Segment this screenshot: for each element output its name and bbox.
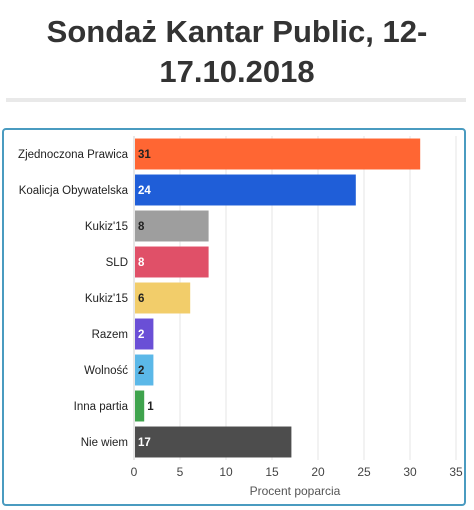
chart-title-line-2: 17.10.2018: [159, 54, 315, 89]
chart-title-line-1: Sondaż Kantar Public, 12-: [46, 14, 428, 49]
x-tick-label-10: 10: [219, 465, 233, 479]
x-axis-title: Procent poparcia: [250, 484, 341, 498]
x-tick-label-5: 5: [177, 465, 184, 479]
bar-chart: Zjednoczona Prawica 31 Koalicja Obywatelsk…: [18, 136, 463, 498]
data-label-5: 2: [138, 329, 144, 341]
category-label-1: Koalicja Obywatelska: [19, 185, 129, 197]
chart-title: Sondaż Kantar Public, 12- 17.10.2018: [0, 12, 474, 92]
data-label-7: 1: [147, 401, 154, 413]
data-label-6: 2: [138, 365, 144, 377]
bar-3: [135, 246, 209, 278]
data-label-1: 24: [138, 185, 151, 197]
bar-0: [135, 138, 421, 170]
category-label-2: Kukiz'15: [85, 221, 128, 233]
bar-5: [135, 318, 154, 350]
data-label-3: 8: [138, 257, 145, 269]
bar-8: [135, 426, 292, 458]
x-tick-label-15: 15: [265, 465, 279, 479]
x-tick-label-0: 0: [131, 465, 138, 479]
bar-2: [135, 210, 209, 242]
category-label-0: Zjednoczona Prawica: [18, 149, 129, 161]
data-label-0: 31: [138, 149, 151, 161]
bar-1: [135, 174, 356, 206]
category-label-5: Razem: [92, 329, 128, 341]
chart-frame: Zjednoczona Prawica 31 Koalicja Obywatelsk…: [2, 128, 466, 506]
category-label-7: Inna partia: [74, 401, 129, 413]
x-tick-label-20: 20: [311, 465, 325, 479]
category-label-6: Wolność: [84, 365, 128, 377]
data-label-2: 8: [138, 221, 145, 233]
bar-7: [135, 390, 145, 422]
data-label-8: 17: [138, 437, 151, 449]
x-tick-label-25: 25: [357, 465, 371, 479]
category-label-3: SLD: [106, 257, 128, 269]
bar-6: [135, 354, 154, 386]
category-label-4: Kukiz'15: [85, 293, 128, 305]
x-tick-label-30: 30: [403, 465, 417, 479]
bar-4: [135, 282, 191, 314]
title-divider: [6, 98, 466, 102]
data-label-4: 6: [138, 293, 144, 305]
x-tick-label-35: 35: [449, 465, 463, 479]
category-label-8: Nie wiem: [81, 437, 128, 449]
